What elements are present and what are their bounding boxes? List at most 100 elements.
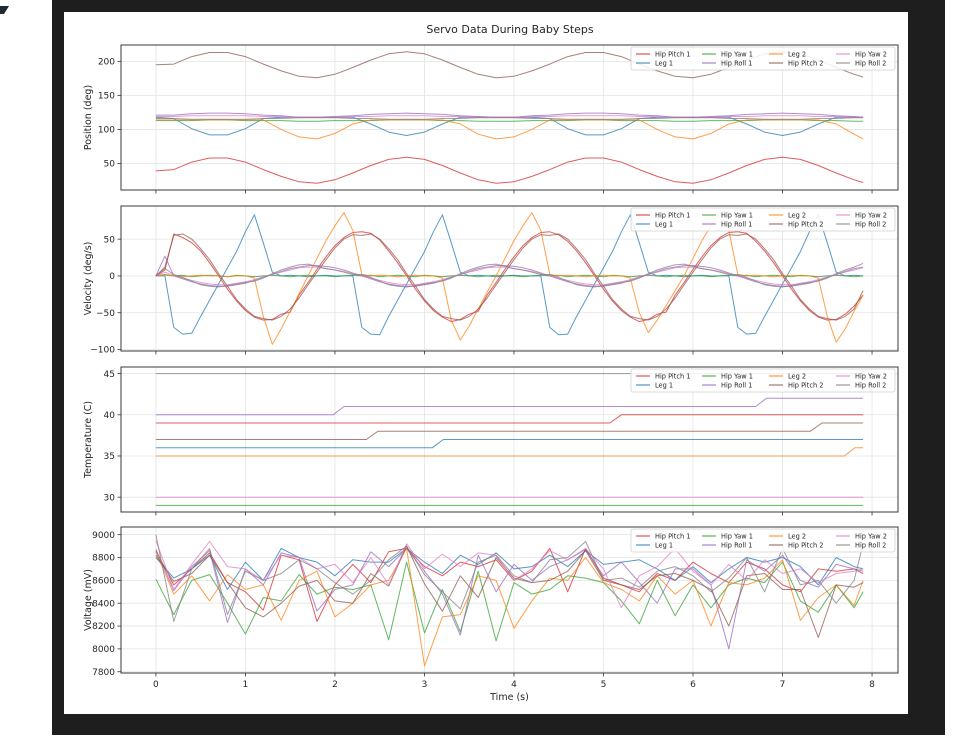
series-line-hip-pitch-1 <box>155 231 864 323</box>
series-line-leg-2 <box>155 547 864 667</box>
legend-entry-hip-roll-1: Hip Roll 1 <box>702 381 752 389</box>
series-line-leg-1 <box>155 439 864 449</box>
legend-label: Hip Pitch 1 <box>655 211 690 219</box>
y-tick-label: 30 <box>104 493 116 503</box>
y-tick-label: −100 <box>90 346 115 356</box>
y-tick-label: 200 <box>98 58 115 68</box>
x-tick-label: 0 <box>153 680 159 690</box>
y-axis-label: Position (deg) <box>83 85 94 150</box>
y-tick-label: 150 <box>98 92 115 102</box>
legend-label: Hip Yaw 1 <box>721 50 753 58</box>
x-tick-label: 1 <box>243 680 249 690</box>
legend-entry-hip-roll-2: Hip Roll 2 <box>836 220 886 228</box>
figure-canvas <box>64 12 908 714</box>
legend-entry-leg-1: Leg 1 <box>636 541 673 549</box>
x-tick-label: 5 <box>601 680 607 690</box>
legend-entry-hip-roll-2: Hip Roll 2 <box>836 59 886 67</box>
y-tick-label: 8000 <box>92 645 115 655</box>
legend-entry-leg-2: Leg 2 <box>769 372 806 380</box>
legend-label: Hip Yaw 1 <box>721 532 753 540</box>
legend-entry-hip-pitch-2: Hip Pitch 2 <box>769 59 823 67</box>
y-tick-label: 8400 <box>92 599 115 609</box>
y-tick-label: 9000 <box>92 531 115 541</box>
legend-entry-hip-yaw-2: Hip Yaw 2 <box>836 211 887 219</box>
subplot-voltage-mv-: 0 1 2 3 4 5 6 7 8 7800 8000 8200 8400 8600 8800 9000 Vol… <box>83 526 899 703</box>
legend-label: Hip Yaw 2 <box>855 50 887 58</box>
legend-entry-hip-yaw-1: Hip Yaw 1 <box>702 211 753 219</box>
legend-entry-hip-roll-1: Hip Roll 1 <box>702 220 752 228</box>
y-tick-label: 8600 <box>92 577 115 587</box>
series-line-leg-2 <box>155 119 864 140</box>
legend-label: Hip Pitch 1 <box>655 372 690 380</box>
legend-entry-hip-pitch-2: Hip Pitch 2 <box>769 381 823 389</box>
legend-entry-hip-roll-1: Hip Roll 1 <box>702 541 752 549</box>
legend-label: Hip Pitch 1 <box>655 532 690 540</box>
legend-label: Hip Yaw 2 <box>855 372 887 380</box>
legend-entry-leg-2: Leg 2 <box>769 50 806 58</box>
legend-box <box>630 368 896 393</box>
series-line-hip-yaw-2 <box>155 540 864 609</box>
legend-entry-hip-yaw-2: Hip Yaw 2 <box>836 532 887 540</box>
legend-box <box>630 528 896 553</box>
legend-entry-hip-yaw-1: Hip Yaw 1 <box>702 532 753 540</box>
legend-box <box>630 46 896 71</box>
y-tick-label: −50 <box>96 309 115 319</box>
series-line-hip-roll-2 <box>155 262 864 288</box>
x-tick-label: 2 <box>332 680 338 690</box>
series-group <box>155 212 864 345</box>
legend-entry-hip-pitch-2: Hip Pitch 2 <box>769 541 823 549</box>
series-line-hip-pitch-2 <box>155 422 864 440</box>
legend-label: Hip Roll 1 <box>721 59 752 67</box>
legend-entry-hip-pitch-1: Hip Pitch 1 <box>636 372 690 380</box>
axes-frame <box>120 526 899 674</box>
legend-label: Hip Roll 2 <box>855 59 886 67</box>
y-axis-label: Velocity (deg/s) <box>83 242 94 316</box>
x-axis-label: Time (s) <box>489 692 529 703</box>
legend-label: Hip Yaw 1 <box>721 372 753 380</box>
x-tick-label: 6 <box>690 680 696 690</box>
legend-label: Leg 2 <box>788 532 806 540</box>
series-line-hip-pitch-1 <box>155 414 864 424</box>
y-tick-label: 100 <box>98 126 115 136</box>
legend-label: Hip Pitch 2 <box>788 59 823 67</box>
axes-frame <box>120 44 899 191</box>
x-tick-label: 3 <box>422 680 428 690</box>
legend-entry-hip-yaw-2: Hip Yaw 2 <box>836 372 887 380</box>
figure-title: Servo Data During Baby Steps <box>426 23 594 36</box>
legend-label: Leg 1 <box>655 381 673 389</box>
legend-label: Hip Roll 2 <box>855 220 886 228</box>
legend-label: Hip Yaw 2 <box>855 532 887 540</box>
series-line-hip-yaw-2 <box>155 115 864 118</box>
series-line-hip-pitch-1 <box>155 156 864 184</box>
series-line-leg-2 <box>155 447 864 457</box>
arrow-icon <box>0 6 9 14</box>
legend-label: Leg 2 <box>788 211 806 219</box>
series-line-hip-yaw-1 <box>155 561 864 642</box>
series-line-leg-1 <box>155 547 864 590</box>
legend-label: Hip Roll 2 <box>855 381 886 389</box>
legend-label: Hip Roll 2 <box>855 541 886 549</box>
legend-entry-hip-yaw-2: Hip Yaw 2 <box>836 50 887 58</box>
legend-entry-leg-2: Leg 2 <box>769 532 806 540</box>
legend-label: Leg 1 <box>655 59 673 67</box>
legend-entry-leg-1: Leg 1 <box>636 59 673 67</box>
legend-entry-leg-1: Leg 1 <box>636 381 673 389</box>
y-tick-label: 45 <box>104 370 115 380</box>
legend-entry-hip-roll-1: Hip Roll 1 <box>702 59 752 67</box>
y-tick-label: 50 <box>104 160 116 170</box>
legend-entry-hip-pitch-1: Hip Pitch 1 <box>636 50 690 58</box>
series-line-hip-roll-2 <box>155 117 864 120</box>
legend-entry-hip-pitch-1: Hip Pitch 1 <box>636 211 690 219</box>
legend-entry-leg-1: Leg 1 <box>636 220 673 228</box>
series-line-hip-pitch-2 <box>155 233 864 321</box>
y-tick-label: 35 <box>104 452 115 462</box>
legend-label: Hip Pitch 1 <box>655 50 690 58</box>
series-line-leg-2 <box>155 212 864 345</box>
